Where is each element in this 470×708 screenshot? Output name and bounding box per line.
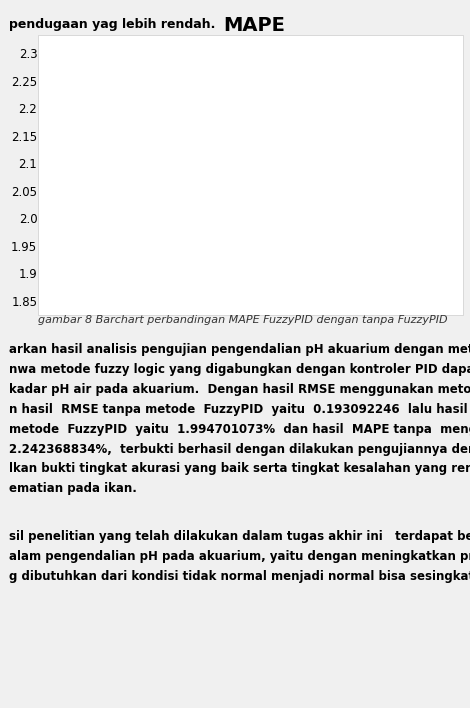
Bar [243,85,324,708]
Text: 1,
2.242368834: 1, 2.242368834 [246,61,321,84]
Text: 2.242368834%,  terbukti berhasil dengan dilakukan pengujiannya dengan meto: 2.242368834%, terbukti berhasil dengan d… [9,442,470,455]
Legend: MAPE FUZZYPID, MAPE Tanpa FuzzyPID: MAPE FUZZYPID, MAPE Tanpa FuzzyPID [306,139,455,178]
Text: 1.994701073: 1.994701073 [99,210,173,219]
Text: pendugaan yag lebih rendah.: pendugaan yag lebih rendah. [9,18,216,30]
Text: g dibutuhkan dari kondisi tidak normal menjadi normal bisa sesingkat m: g dibutuhkan dari kondisi tidak normal m… [9,570,470,583]
Text: n hasil  RMSE tanpa metode  FuzzyPID  yaitu  0.193092246  lalu hasil  M: n hasil RMSE tanpa metode FuzzyPID yaitu… [9,403,470,416]
Text: ematian pada ikan.: ematian pada ikan. [9,482,137,495]
Text: sil penelitian yang telah dilakukan dalam tugas akhir ini   terdapat beberapa: sil penelitian yang telah dilakukan dala… [9,530,470,543]
Text: metode  FuzzyPID  yaitu  1.994701073%  dan hasil  MAPE tanpa  mengguna: metode FuzzyPID yaitu 1.994701073% dan h… [9,423,470,435]
Bar [95,222,176,708]
Text: nwa metode fuzzy logic yang digabungkan dengan kontroler PID dapat diter: nwa metode fuzzy logic yang digabungkan … [9,363,470,376]
Text: lkan bukti tingkat akurasi yang baik serta tingkat kesalahan yang rend: lkan bukti tingkat akurasi yang baik ser… [9,462,470,475]
Text: kadar pH air pada akuarium.  Dengan hasil RMSE menggunakan metode  Fu: kadar pH air pada akuarium. Dengan hasil… [9,383,470,396]
Text: arkan hasil analisis pengujian pengendalian pH akuarium dengan metode Fuz: arkan hasil analisis pengujian pengendal… [9,343,470,356]
Text: alam pengendalian pH pada akuarium, yaitu dengan meningkatkan proses pen: alam pengendalian pH pada akuarium, yait… [9,550,470,563]
Text: gambar 8 Barchart perbandingan MAPE FuzzyPID dengan tanpa FuzzyPID: gambar 8 Barchart perbandingan MAPE Fuzz… [38,315,447,325]
Title: MAPE: MAPE [223,16,285,35]
